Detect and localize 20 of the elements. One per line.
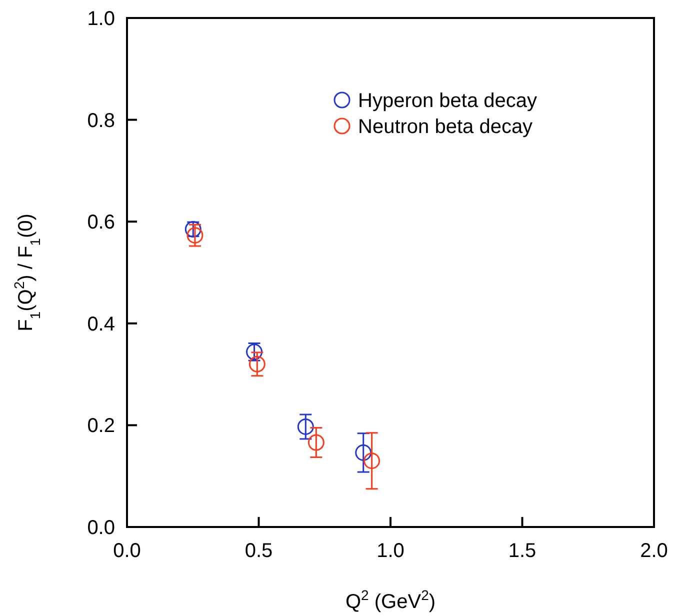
x-axis-title: Q$^{2}$ (GeV$^{2}$) — [345, 587, 436, 613]
point — [355, 444, 372, 461]
point — [364, 452, 380, 470]
x-tick-label: 2.0 — [640, 540, 668, 562]
legend-label: Neutron beta decay — [358, 116, 533, 138]
y-tick-label: 0.0 — [87, 517, 115, 539]
y-tick-label: 1.0 — [87, 8, 115, 30]
point — [308, 434, 324, 451]
x-tick-label: 0.0 — [113, 540, 141, 562]
x-tick-label: 0.5 — [244, 540, 273, 562]
point — [297, 418, 314, 435]
legend-label: Hyperon beta decay — [358, 90, 538, 112]
y-tick-label: 0.6 — [87, 212, 115, 234]
x-tick-label: 1.5 — [508, 540, 536, 562]
y-tick-label: 0.4 — [87, 313, 115, 336]
point — [186, 227, 204, 244]
x-tick-label: 1.0 — [376, 540, 404, 562]
point — [248, 356, 266, 372]
y-tick-label: 0.2 — [87, 415, 115, 438]
y-tick-label: 0.8 — [87, 110, 115, 132]
